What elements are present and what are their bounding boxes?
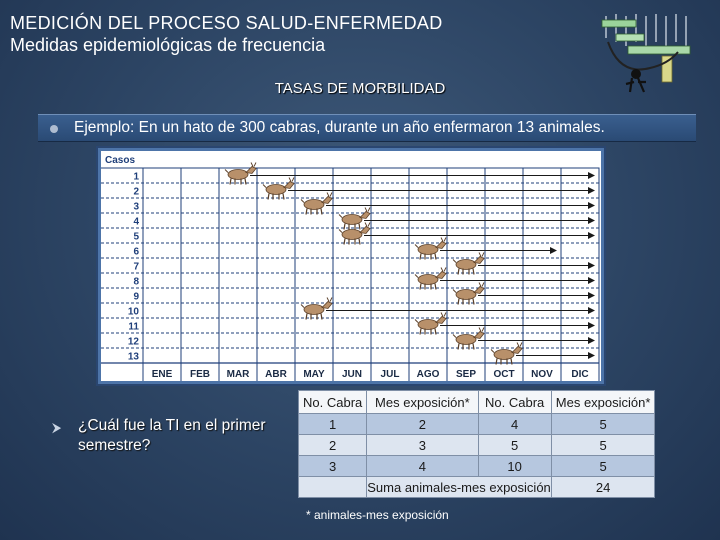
example-bar: Ejemplo: En un hato de 300 cabras, duran… bbox=[38, 114, 696, 142]
arrow-head bbox=[588, 187, 595, 194]
goat-icon bbox=[414, 267, 447, 290]
page-title: MEDICIÓN DEL PROCESO SALUD-ENFERMEDAD bbox=[10, 13, 443, 33]
y-tick-label: 7 bbox=[133, 262, 139, 273]
question-text: ¿Cuál fue la TI en el primer semestre? bbox=[78, 417, 266, 454]
goat-icon bbox=[262, 177, 295, 200]
table-row: 3 4 10 5 bbox=[297, 455, 656, 477]
table-cell: 5 bbox=[550, 413, 656, 435]
y-tick-label: 10 bbox=[128, 307, 140, 318]
section-title: TASAS DE MORBILIDAD bbox=[274, 80, 446, 97]
goat-icon bbox=[300, 297, 333, 320]
table-header-row: No. Cabra Mes exposición* No. Cabra Mes … bbox=[297, 390, 656, 414]
table-cell: 4 bbox=[477, 413, 552, 435]
arrow-head bbox=[588, 352, 595, 359]
table-row: 1 2 4 5 bbox=[297, 413, 656, 435]
x-tick-label: SEP bbox=[456, 369, 476, 380]
table-cell: 5 bbox=[550, 455, 656, 477]
x-tick-label: FEB bbox=[190, 369, 210, 380]
arrow-head bbox=[550, 247, 557, 254]
table-cell: 2 bbox=[297, 434, 368, 456]
table-row: 2 3 5 5 bbox=[297, 434, 656, 456]
goat-icon bbox=[338, 222, 371, 245]
goat-icon bbox=[452, 252, 485, 275]
arrow-head bbox=[588, 217, 595, 224]
table-total-row: Suma animales-mes exposición 24 bbox=[297, 476, 656, 498]
title-block: MEDICIÓN DEL PROCESO SALUD-ENFERMEDAD Me… bbox=[10, 12, 443, 56]
arrow-head bbox=[588, 322, 595, 329]
table-cell: 2 bbox=[366, 413, 479, 435]
y-tick-label: 1 bbox=[133, 172, 139, 183]
scales-person-icon bbox=[601, 14, 691, 93]
footnote: * animales-mes exposición bbox=[306, 508, 449, 522]
arrow-head bbox=[588, 307, 595, 314]
y-tick-label: 3 bbox=[133, 202, 139, 213]
goat-icon bbox=[338, 207, 371, 230]
table-cell: 5 bbox=[550, 434, 656, 456]
x-tick-label: AGO bbox=[417, 369, 440, 380]
y-tick-label: 2 bbox=[133, 187, 139, 198]
total-value: 24 bbox=[550, 476, 656, 498]
table-cell: 1 bbox=[297, 413, 368, 435]
table-cell: 5 bbox=[477, 434, 552, 456]
y-tick-label: 4 bbox=[133, 217, 139, 228]
goat-icon bbox=[414, 237, 447, 260]
arrow-head bbox=[588, 262, 595, 269]
page-subtitle: Medidas epidemiológicas de frecuencia bbox=[10, 35, 326, 55]
x-tick-label: ENE bbox=[152, 369, 173, 380]
x-tick-label: OCT bbox=[493, 369, 514, 380]
x-tick-label: MAR bbox=[227, 369, 251, 380]
example-text: Ejemplo: En un hato de 300 cabras, duran… bbox=[74, 119, 605, 136]
header-cell: No. Cabra bbox=[297, 390, 368, 414]
x-tick-label: DIC bbox=[571, 369, 588, 380]
y-axis-label: Casos bbox=[105, 155, 135, 166]
x-tick-label: NOV bbox=[531, 369, 553, 380]
y-tick-label: 11 bbox=[128, 322, 139, 333]
x-tick-label: ABR bbox=[265, 369, 287, 380]
table-cell: 3 bbox=[366, 434, 479, 456]
arrow-head bbox=[588, 292, 595, 299]
goat-icon bbox=[414, 312, 447, 335]
goat-icon bbox=[490, 342, 523, 365]
exposure-table: No. Cabra Mes exposición* No. Cabra Mes … bbox=[297, 390, 656, 498]
header-cell: No. Cabra bbox=[477, 390, 552, 414]
total-label: Suma animales-mes exposición bbox=[366, 476, 552, 498]
bullet-icon bbox=[50, 125, 58, 133]
x-tick-label: MAY bbox=[303, 369, 325, 380]
y-tick-label: 8 bbox=[133, 277, 139, 288]
table-cell bbox=[297, 476, 368, 498]
table-cell: 10 bbox=[477, 455, 552, 477]
y-tick-label: 12 bbox=[128, 337, 140, 348]
arrow-head bbox=[588, 232, 595, 239]
goat-icon bbox=[452, 327, 485, 350]
header-cell: Mes exposición* bbox=[366, 390, 479, 414]
chart-frame: Casos 1 2 3 4 5 6 7 8 9 10 11 12 13 ENE FEB MAR ABR MAY JUN… bbox=[96, 146, 606, 386]
goat-icon bbox=[300, 192, 333, 215]
arrow-head bbox=[588, 337, 595, 344]
goat-icon bbox=[224, 162, 257, 185]
y-tick-label: 9 bbox=[133, 292, 139, 303]
arrow-head bbox=[588, 172, 595, 179]
arrow-bullet-icon: ⮞ bbox=[52, 420, 62, 435]
y-tick-label: 5 bbox=[133, 232, 139, 243]
x-tick-label: JUN bbox=[342, 369, 362, 380]
arrow-head bbox=[588, 202, 595, 209]
x-tick-label: JUL bbox=[381, 369, 400, 380]
table-cell: 4 bbox=[366, 455, 479, 477]
header-cell: Mes exposición* bbox=[550, 390, 656, 414]
y-tick-label: 13 bbox=[128, 352, 140, 363]
goat-icon bbox=[452, 282, 485, 305]
y-tick-label: 6 bbox=[133, 247, 139, 258]
arrow-head bbox=[588, 277, 595, 284]
table-cell: 3 bbox=[297, 455, 368, 477]
